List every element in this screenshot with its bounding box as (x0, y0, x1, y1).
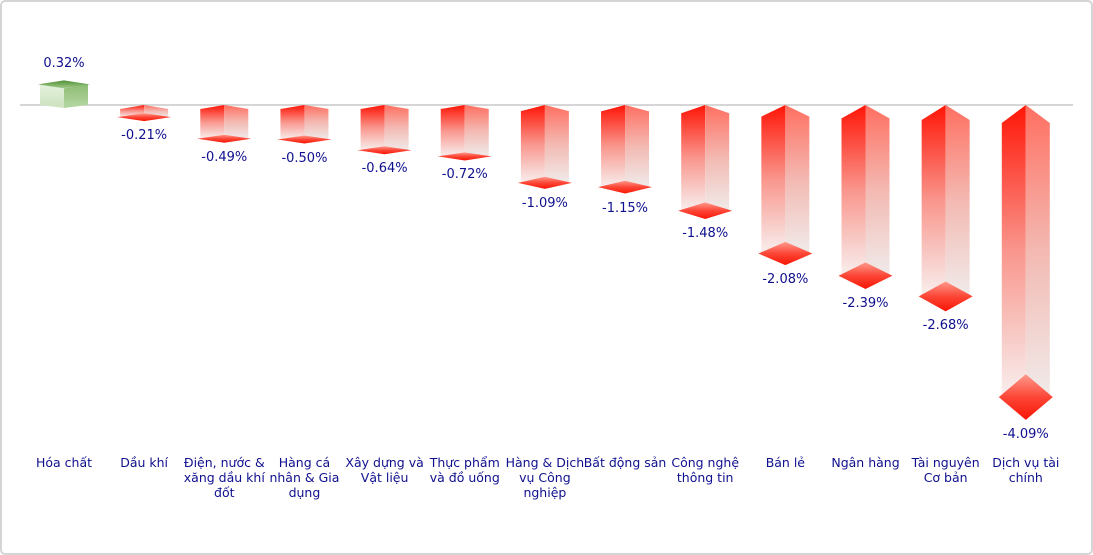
bar-bottom-cap (277, 135, 332, 144)
bar-top-cap (38, 80, 90, 89)
bar-bottom-cap (998, 374, 1053, 420)
bar-face-left (841, 105, 866, 276)
bar-bottom-cap (598, 180, 653, 194)
category-label: Dầu khí (120, 455, 169, 470)
bar-face-right (705, 105, 730, 211)
bar-face-right (384, 105, 409, 151)
bar-face-right (304, 105, 329, 140)
value-label: -1.48% (682, 225, 729, 241)
category-label: Tài nguyên Cơ bản (911, 455, 980, 485)
value-label: 0.32% (43, 56, 85, 72)
bar-face-left (360, 105, 385, 151)
bar-11-negative[interactable] (838, 105, 893, 290)
bar-6-negative[interactable] (437, 105, 492, 161)
bar-face-right (544, 105, 569, 183)
bar-13-negative[interactable] (998, 105, 1053, 420)
category-label: Thực phẩm và đồ uống (429, 455, 500, 485)
category-label: Hàng cá nhân & Gia dụng (269, 455, 340, 500)
bar-bottom-cap (918, 281, 973, 312)
bar-face-right (64, 84, 88, 108)
bar-face-right (464, 105, 489, 157)
bar-face-left (921, 105, 946, 297)
bar-9-negative[interactable] (678, 105, 733, 219)
value-label: -2.39% (842, 296, 889, 312)
category-label: Xây dựng và Vật liệu (345, 455, 424, 485)
bar-7-negative[interactable] (517, 105, 572, 189)
value-label: -0.21% (121, 128, 168, 144)
value-label: -1.15% (602, 200, 649, 216)
value-label: -1.09% (521, 195, 568, 211)
bar-face-left (40, 84, 64, 108)
value-label: -2.68% (922, 318, 969, 334)
bar-bottom-cap (357, 146, 412, 155)
bar-face-left (681, 105, 706, 211)
value-label: -0.50% (281, 150, 328, 166)
value-label: -2.08% (762, 272, 809, 288)
value-label: -4.09% (1002, 426, 1049, 442)
bar-bottom-cap (197, 134, 252, 143)
bar-10-negative[interactable] (758, 105, 813, 266)
bar-face-right (1025, 105, 1050, 398)
bar-bottom-cap (758, 241, 813, 266)
category-label: Bất động sản (583, 455, 667, 470)
value-label: -0.49% (201, 149, 248, 165)
value-label: -0.72% (441, 167, 488, 183)
category-label: Bán lẻ (765, 455, 805, 470)
bar-1-positive[interactable] (38, 80, 90, 108)
bar-bottom-cap (117, 113, 172, 122)
bar-face-left (280, 105, 305, 140)
bar-face-right (224, 105, 249, 139)
bar-face-left (601, 105, 626, 188)
bar-face-left (761, 105, 786, 254)
bar-3-negative[interactable] (197, 105, 252, 143)
bar-face-right (625, 105, 650, 188)
bar-bottom-cap (517, 176, 572, 189)
category-label: Ngân hàng (831, 455, 900, 470)
bar-5-negative[interactable] (357, 105, 412, 155)
bar-face-right (945, 105, 970, 297)
value-label: -0.64% (361, 161, 408, 177)
bar-face-left (200, 105, 225, 139)
bar-bottom-cap (678, 202, 733, 219)
bar-face-right (785, 105, 810, 254)
bar-face-left (440, 105, 465, 157)
category-label: Công nghệ thông tin (671, 455, 740, 485)
bar-face-left (520, 105, 545, 183)
bar-4-negative[interactable] (277, 105, 332, 144)
bar-bottom-cap (437, 152, 492, 161)
bar-8-negative[interactable] (598, 105, 653, 194)
bar-2-negative[interactable] (117, 105, 172, 122)
bar-face-left (1001, 105, 1026, 398)
category-label: Dịch vụ tài chính (992, 455, 1060, 485)
category-label: Hàng & Dịch vụ Công nghiệp (505, 455, 585, 500)
bar-12-negative[interactable] (918, 105, 973, 312)
bar-face-right (865, 105, 890, 276)
category-label: Điện, nước & xăng dầu khí đốt (183, 455, 265, 500)
category-label: Hóa chất (35, 455, 93, 470)
bar-bottom-cap (838, 262, 893, 290)
